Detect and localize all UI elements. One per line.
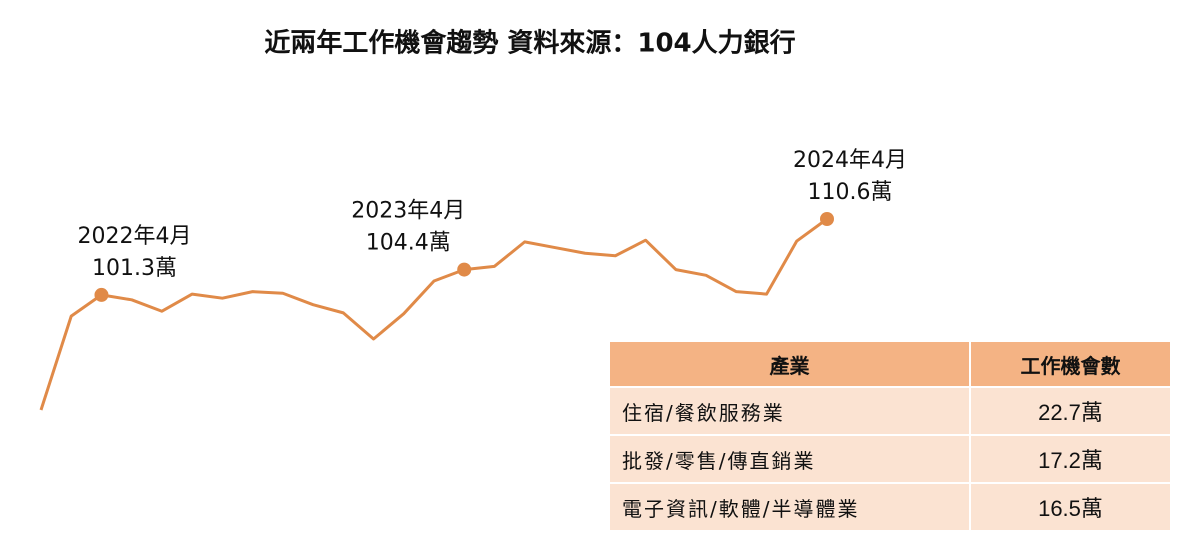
chart-title: 近兩年工作機會趨勢 資料來源：104人力銀行 bbox=[264, 28, 795, 59]
table-cell: 電子資訊/軟體/半導體業 bbox=[608, 482, 971, 532]
point-marker bbox=[94, 287, 109, 302]
table-cell: 17.2萬 bbox=[969, 434, 1172, 484]
table-cell: 16.5萬 bbox=[969, 482, 1172, 532]
annotation-date: 2024年4月 bbox=[793, 148, 907, 173]
header-cell: 產業 bbox=[608, 340, 971, 388]
header-cell: 工作機會數 bbox=[969, 340, 1172, 388]
table-cell: 批發/零售/傳直銷業 bbox=[608, 434, 971, 484]
annotation-date: 2023年4月 bbox=[351, 199, 465, 224]
annotation-value: 104.4萬 bbox=[366, 231, 451, 256]
table-cell: 住宿/餐飲服務業 bbox=[608, 386, 971, 436]
table-row: 住宿/餐飲服務業 22.7萬 bbox=[608, 386, 1172, 436]
industry-table: 產業 工作機會數 住宿/餐飲服務業 22.7萬 批發/零售/傳直銷業 17.2萬 電子資訊… bbox=[608, 340, 1172, 532]
line bbox=[39, 217, 828, 411]
table-row: 電子資訊/軟體/半導體業 16.5萬 bbox=[608, 482, 1172, 532]
table-cell: 22.7萬 bbox=[969, 386, 1172, 436]
point-marker bbox=[457, 262, 472, 277]
annotation-value: 110.6萬 bbox=[808, 180, 893, 205]
table-body: 住宿/餐飲服務業 22.7萬 批發/零售/傳直銷業 17.2萬 電子資訊/軟體/半導體業… bbox=[608, 386, 1172, 532]
point-marker bbox=[820, 212, 834, 226]
annotation-date: 2022年4月 bbox=[77, 224, 191, 249]
table-header: 產業 工作機會數 bbox=[608, 340, 1172, 388]
annotation-value: 101.3萬 bbox=[92, 256, 177, 281]
table-row: 批發/零售/傳直銷業 17.2萬 bbox=[608, 434, 1172, 484]
